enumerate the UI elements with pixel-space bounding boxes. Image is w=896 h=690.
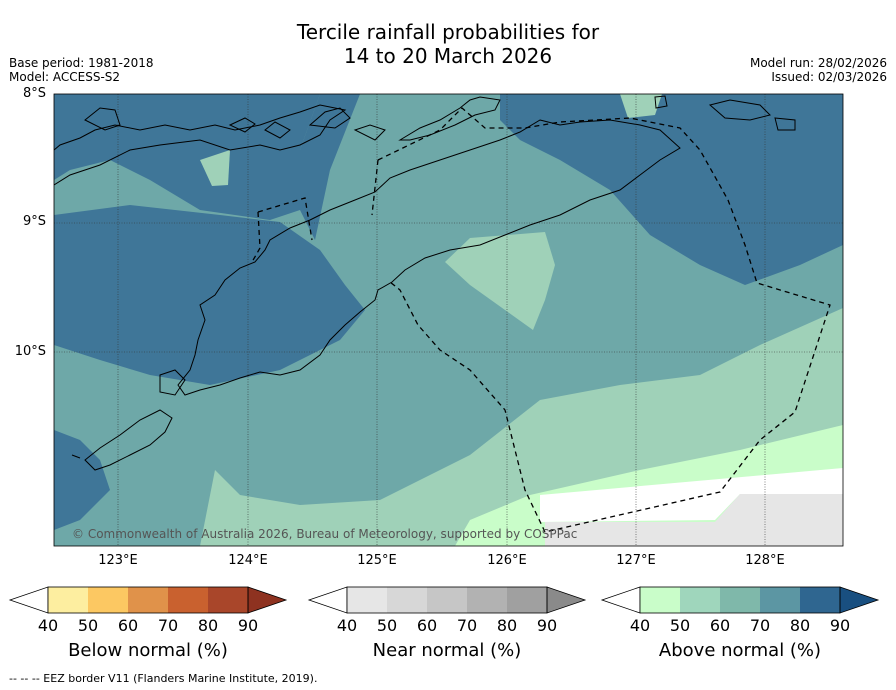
- model-run: Model run: 28/02/2026: [749, 56, 887, 70]
- cb-above-tick: 80: [789, 616, 811, 635]
- region-above-70-ne: [500, 94, 843, 285]
- cb-above-tick: 40: [629, 616, 651, 635]
- meta-right: Model run: 28/02/2026 Issued: 02/03/2026: [750, 56, 887, 84]
- cb-below-tick: 40: [37, 616, 59, 635]
- region-near-40: [545, 494, 843, 546]
- colorbar-below-title: Below normal (%): [68, 640, 228, 661]
- region-above-50-patch3: [620, 94, 662, 118]
- issued-date: Issued: 02/03/2026: [771, 70, 887, 84]
- title-line-1: Tercile rainfall probabilities for: [296, 20, 600, 44]
- map-title: Tercile rainfall probabilities for 14 to…: [0, 20, 896, 68]
- cb-below-tick: 80: [197, 616, 219, 635]
- lat-label-9s: 9°S: [22, 214, 46, 229]
- cb-near-tick: 40: [336, 616, 358, 635]
- cb-above-tick: 70: [749, 616, 771, 635]
- coastlines: [54, 95, 796, 471]
- eez-border: [251, 107, 831, 533]
- lon-label-126e: 126°E: [487, 553, 527, 568]
- cb-below-tick: 50: [77, 616, 99, 635]
- lon-label-128e: 128°E: [745, 553, 785, 568]
- cb-above-tick: 90: [829, 616, 851, 635]
- cb-below-tick: 60: [117, 616, 139, 635]
- cb-near-tick: 60: [416, 616, 438, 635]
- colorbar-below: [8, 586, 288, 614]
- model-name: Model: ACCESS-S2: [9, 70, 121, 84]
- region-above-50-patch2: [445, 232, 555, 330]
- cb-near-tick: 80: [496, 616, 518, 635]
- copyright-notice: © Commonwealth of Australia 2026, Bureau…: [72, 527, 577, 541]
- region-above-70-west: [54, 205, 365, 385]
- colorbar-near: [307, 586, 587, 614]
- meta-left: Base period: 1981-2018 Model: ACCESS-S2: [9, 56, 154, 84]
- cb-below-tick: 70: [157, 616, 179, 635]
- lat-label-8s: 8°S: [22, 86, 46, 101]
- base-period: Base period: 1981-2018: [9, 56, 154, 70]
- cb-below-tick: 90: [237, 616, 259, 635]
- colorbar-near-title: Near normal (%): [372, 640, 522, 661]
- region-above-70-sw: [54, 430, 110, 530]
- lon-label-127e: 127°E: [616, 553, 656, 568]
- cb-above-tick: 60: [709, 616, 731, 635]
- title-line-2: 14 to 20 March 2026: [343, 44, 553, 68]
- region-above-50-patch1: [200, 150, 230, 186]
- lon-label-124e: 124°E: [228, 553, 268, 568]
- probability-map: © Commonwealth of Australia 2026, Bureau…: [54, 94, 843, 546]
- lon-label-125e: 125°E: [357, 553, 397, 568]
- cb-near-tick: 70: [456, 616, 478, 635]
- eez-footnote: -- -- -- EEZ border V11 (Flanders Marine…: [9, 672, 318, 685]
- map-frame: [53, 93, 844, 547]
- cb-near-tick: 90: [536, 616, 558, 635]
- colorbar-above: [600, 586, 880, 614]
- cb-above-tick: 50: [669, 616, 691, 635]
- colorbar-above-title: Above normal (%): [658, 640, 822, 661]
- cb-near-tick: 50: [376, 616, 398, 635]
- lat-label-10s: 10°S: [14, 344, 46, 359]
- lon-label-123e: 123°E: [98, 553, 138, 568]
- region-no-dominant: [540, 468, 843, 522]
- region-above-70-north: [300, 94, 360, 240]
